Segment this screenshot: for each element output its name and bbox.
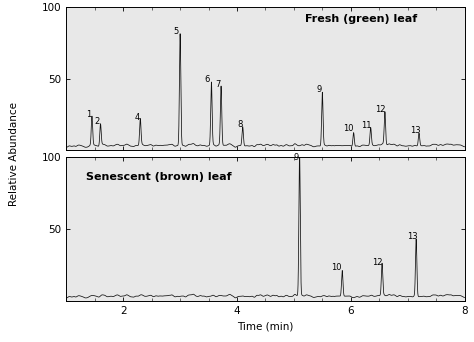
Text: Fresh (green) leaf: Fresh (green) leaf [305,14,418,24]
Text: 7: 7 [216,80,221,89]
Text: 1: 1 [86,110,91,119]
Text: 12: 12 [375,105,385,115]
Text: 9: 9 [293,153,299,162]
Text: 13: 13 [408,232,418,241]
Text: 5: 5 [173,27,178,36]
Text: Relative Abundance: Relative Abundance [9,102,19,206]
Text: 10: 10 [343,124,353,133]
Text: 12: 12 [372,258,383,266]
Text: 11: 11 [361,121,371,130]
Text: 4: 4 [134,113,139,122]
Text: Senescent (brown) leaf: Senescent (brown) leaf [86,172,232,182]
Text: 8: 8 [237,120,243,129]
Text: 9: 9 [316,86,321,94]
Text: 2: 2 [94,117,100,126]
X-axis label: Time (min): Time (min) [237,321,293,331]
Text: 10: 10 [331,263,342,272]
Text: 6: 6 [204,75,210,84]
Text: 13: 13 [410,126,421,134]
